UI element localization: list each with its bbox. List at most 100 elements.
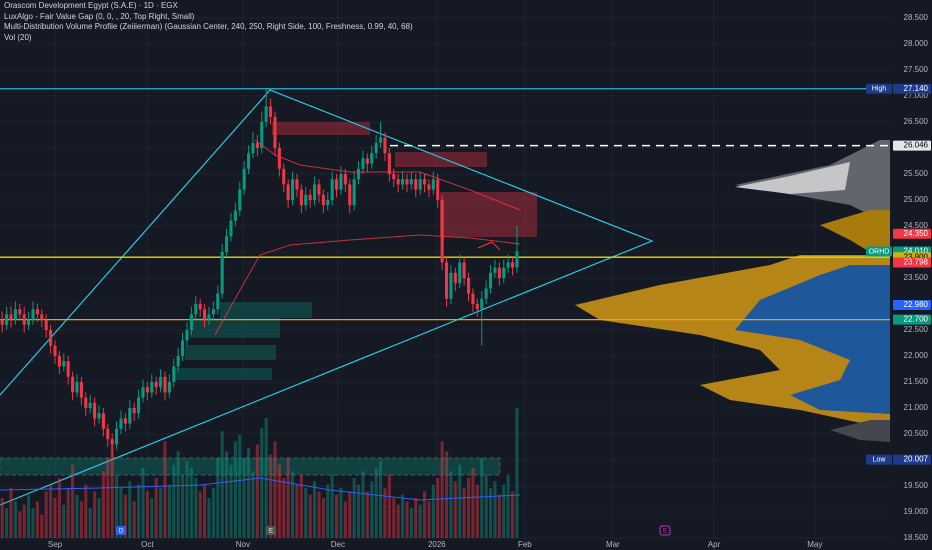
candle-body: [247, 153, 251, 169]
indicator-label: LuxAlgo - Fair Value Gap (0, 0, , 20, To…: [4, 12, 195, 21]
fvg-bull-dashed: [0, 457, 501, 476]
candle-body: [418, 179, 422, 190]
candle-body: [370, 153, 374, 164]
candle-body: [273, 116, 277, 148]
volume-bar: [304, 488, 308, 538]
volume-bar: [255, 444, 259, 538]
candle-body: [145, 387, 149, 393]
volume-bar: [418, 504, 422, 538]
y-tick-label: 25.000: [904, 195, 929, 204]
volume-bar: [53, 498, 57, 538]
level-value: 24.350: [904, 229, 929, 238]
volume-bar: [348, 491, 352, 538]
candle-body: [374, 142, 378, 154]
profile-light: [735, 162, 850, 194]
candle-body: [110, 439, 114, 445]
event-badge[interactable]: [116, 526, 126, 535]
volume-bar: [277, 464, 281, 538]
candle-body: [304, 194, 308, 206]
volume-bar: [405, 501, 409, 538]
volume-bar: [458, 464, 462, 538]
level-labels: 27.140High26.04624.35024.010ORHD23.90023…: [866, 83, 931, 465]
candle-body: [493, 267, 497, 273]
volume-bar: [317, 491, 321, 538]
volume-bar: [93, 491, 97, 538]
y-tick-label: 24.500: [904, 221, 929, 230]
volume-bar: [71, 464, 75, 538]
volume-bar: [361, 471, 365, 538]
candle-body: [348, 184, 352, 206]
y-tick-label: 23.500: [904, 273, 929, 282]
y-tick-label: 22.000: [904, 351, 929, 360]
y-tick-label: 28.500: [904, 13, 929, 22]
candle-body: [216, 293, 220, 310]
candle-body: [35, 309, 39, 315]
y-tick-label: 21.000: [904, 403, 929, 412]
candle-body: [154, 381, 158, 388]
event-badge[interactable]: [659, 525, 671, 536]
candle-body: [27, 319, 31, 325]
volume-bar: [211, 488, 215, 538]
volume-bar: [365, 491, 369, 538]
candle-body: [440, 199, 444, 263]
candle-body: [436, 179, 440, 200]
candle-body: [189, 314, 193, 330]
volume-bar: [106, 458, 110, 538]
fvg-bull: [190, 318, 280, 338]
volume-bar: [35, 501, 39, 538]
fair-value-gaps: [0, 122, 537, 476]
candle-body: [9, 314, 13, 320]
x-tick-label: Sep: [48, 540, 63, 549]
volume-bar: [88, 508, 92, 538]
candle-body: [383, 137, 387, 154]
level-name-tag: [866, 246, 892, 257]
level-tag: [893, 314, 931, 325]
volume-bar: [49, 484, 53, 538]
event-label: D: [119, 529, 124, 535]
candle-body: [260, 121, 264, 148]
volume-bar: [440, 441, 444, 538]
indicator-label: Multi-Distribution Volume Profile (Zeiii…: [4, 22, 413, 31]
fvg-bull: [185, 345, 276, 360]
level-name: High: [872, 86, 887, 93]
volume-bar: [374, 468, 378, 538]
candle-body: [277, 147, 281, 169]
candle-body: [119, 418, 123, 429]
volume-bar: [471, 468, 475, 538]
candle-body: [84, 397, 88, 408]
triangle-pattern: [0, 89, 654, 506]
candle-body: [255, 142, 259, 148]
x-tick-label: Dec: [331, 540, 345, 549]
volume-bar: [321, 498, 325, 538]
candle-body: [458, 262, 462, 284]
volume-bar: [84, 484, 88, 538]
candle-body: [40, 314, 44, 320]
candle-body: [203, 309, 207, 320]
candle-body: [5, 314, 9, 325]
x-tick-label: Mar: [606, 540, 620, 549]
volume-bar: [242, 458, 246, 538]
candle-body: [409, 179, 413, 185]
candle-body: [515, 251, 519, 268]
volume-bar: [57, 478, 61, 538]
candle-body: [484, 288, 488, 299]
candle-body: [0, 319, 4, 325]
event-badges: D E E: [116, 525, 671, 536]
volume-bar: [510, 491, 515, 538]
volume-bar: [379, 461, 383, 538]
candle-body: [150, 381, 154, 393]
y-tick-label: 19.000: [904, 507, 929, 516]
x-tick-label: Feb: [518, 540, 532, 549]
candle-body: [225, 236, 229, 252]
candle-body: [291, 179, 295, 200]
volume-bar: [488, 488, 493, 538]
candle-body: [44, 319, 48, 330]
event-label: E: [663, 529, 667, 535]
event-badge[interactable]: [266, 526, 276, 535]
candle-body: [431, 179, 435, 190]
level-value: 20.007: [904, 455, 929, 464]
volume-bar: [392, 498, 396, 538]
candle-body: [264, 106, 268, 122]
y-tick-label: 21.500: [904, 377, 929, 386]
volume-bar: [132, 501, 136, 538]
